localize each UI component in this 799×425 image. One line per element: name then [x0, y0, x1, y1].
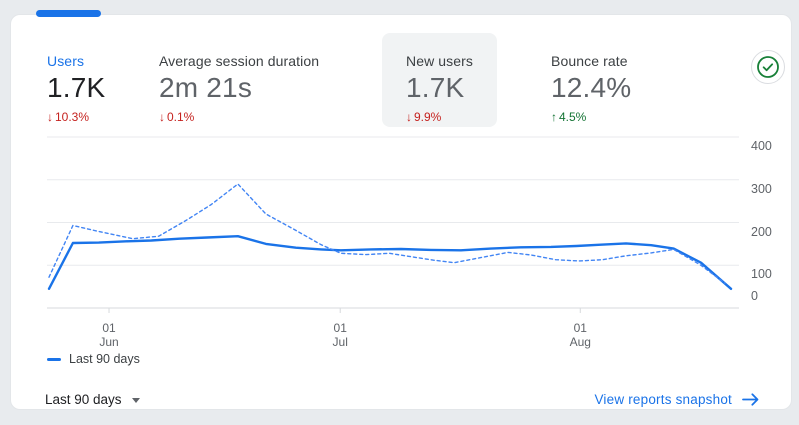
active-tab-indicator: [36, 10, 101, 17]
date-range-label: Last 90 days: [45, 392, 122, 407]
arrow-down-icon: ↓: [406, 110, 412, 124]
metric-delta: ↓ 9.9%: [406, 110, 473, 124]
metric-label: New users: [406, 53, 474, 69]
metric-delta: ↑ 4.5%: [551, 110, 631, 124]
metric-label: Average session duration: [159, 53, 320, 69]
metric-value: 1.7K: [47, 72, 106, 103]
x-axis-tick-label: 01 Jun: [99, 321, 119, 349]
metric-delta: ↓ 10.3%: [47, 110, 105, 124]
metric-label: Users: [47, 53, 85, 69]
metric-value: 1.7K: [406, 72, 465, 103]
metric-value: 2m 21s: [159, 72, 253, 103]
legend-label: Last 90 days: [69, 352, 140, 366]
metric-delta-value: 0.1%: [167, 110, 195, 124]
metric-delta: ↓ 0.1%: [159, 110, 319, 124]
date-range-selector[interactable]: Last 90 days: [45, 392, 140, 407]
arrow-down-icon: ↓: [159, 110, 165, 124]
chart-series-comparison-dashed: [48, 183, 726, 284]
dropdown-caret-icon: [131, 398, 140, 403]
chart-series-last-90-days: [47, 234, 733, 291]
y-axis-tick-label: 100: [751, 267, 772, 282]
check-circle-icon: [756, 55, 780, 79]
chart-legend: Last 90 days: [47, 352, 140, 366]
overview-card: Users 1.7K ↓ 10.3% Average session duration 2…: [10, 14, 792, 410]
metric-card-average-session-duration[interactable]: Average session duration 2m 21s ↓ 0.1%: [135, 33, 343, 127]
metric-card-users[interactable]: Users 1.7K ↓ 10.3%: [23, 33, 129, 127]
legend-line-swatch: [47, 357, 61, 361]
insight-check-button[interactable]: [751, 50, 785, 84]
y-axis-tick-label: 300: [751, 181, 772, 196]
arrow-right-icon: [742, 393, 759, 406]
arrow-down-icon: ↓: [47, 110, 53, 124]
metric-delta-value: 9.9%: [414, 110, 442, 124]
metric-delta-value: 10.3%: [55, 110, 90, 124]
metric-delta-value: 4.5%: [559, 110, 587, 124]
arrow-up-icon: ↑: [551, 110, 557, 124]
metric-card-bounce-rate[interactable]: Bounce rate 12.4% ↑ 4.5%: [527, 33, 655, 127]
metric-value: 12.4%: [551, 72, 632, 103]
metric-label: Bounce rate: [551, 53, 628, 69]
snapshot-link-label: View reports snapshot: [594, 392, 732, 407]
y-axis-tick-label: 200: [751, 224, 772, 239]
view-reports-snapshot-link[interactable]: View reports snapshot: [594, 392, 759, 407]
x-axis-tick-label: 01 Jul: [332, 321, 348, 349]
x-axis-tick-label: 01 Aug: [569, 321, 591, 349]
metric-card-new-users[interactable]: New users 1.7K ↓ 9.9%: [382, 33, 498, 127]
line-chart-canvas: [47, 136, 739, 313]
line-chart[interactable]: 0 100 200 300 400 01 Jun 01 Jul 01 Aug: [47, 131, 772, 349]
y-axis-tick-label: 400: [751, 139, 772, 153]
y-axis-tick-label: 0: [751, 289, 758, 303]
